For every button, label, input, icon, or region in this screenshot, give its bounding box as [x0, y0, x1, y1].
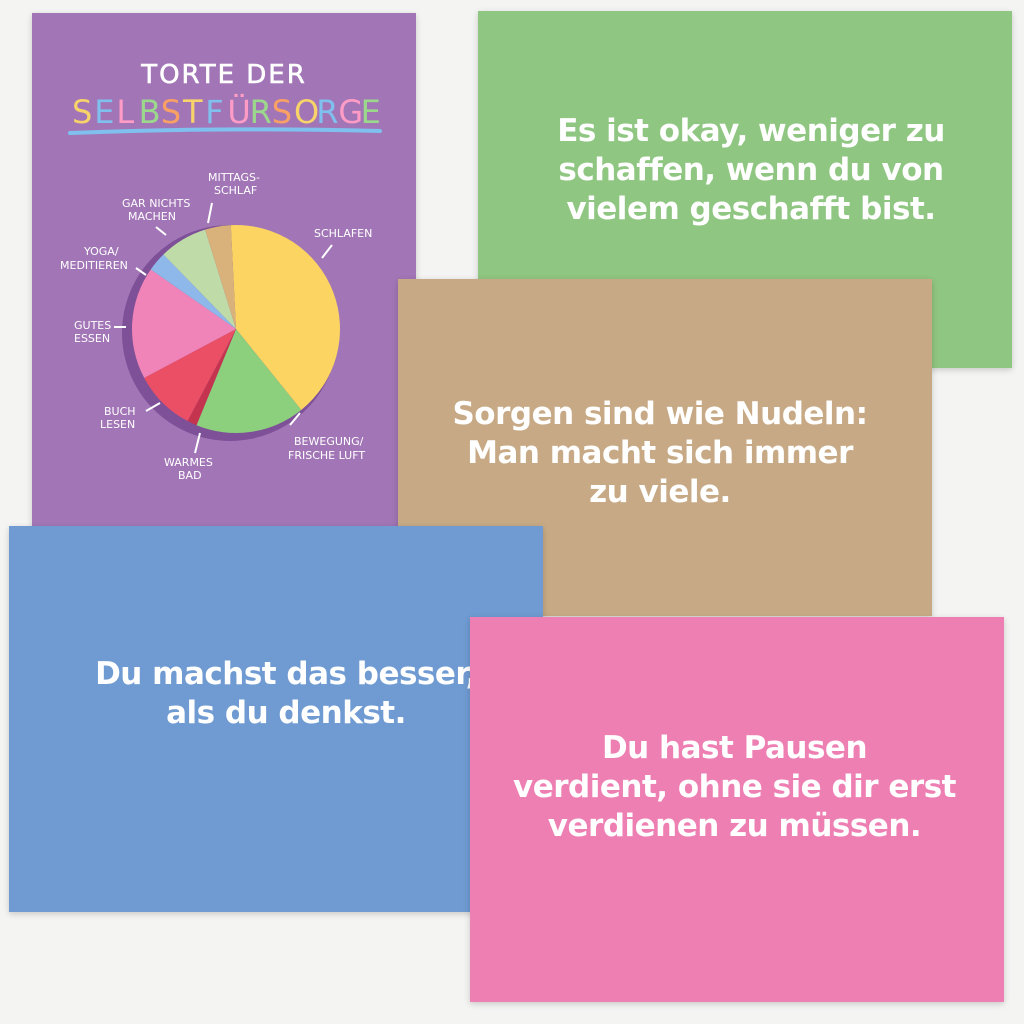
title-letter: S: [161, 93, 181, 131]
pie-leader-lines: [114, 202, 333, 454]
pie-illustration: TORTE DER S E L B S T F ÜR S OR GE MITTAGS- SCHLAF…: [32, 13, 416, 533]
title-letter: E: [94, 93, 114, 131]
title-letter: R: [250, 93, 272, 131]
quote-card-blue: Du machst das besser, als du denkst.: [9, 526, 543, 912]
poster-title-line1: TORTE DER: [140, 60, 307, 90]
pie-slice: [230, 225, 340, 410]
quote-text-brown: Sorgen sind wie Nudeln: Man macht sich i…: [452, 396, 868, 510]
pie-slice: [196, 329, 302, 433]
title-underline: [68, 127, 382, 135]
title-letter: E: [361, 93, 381, 131]
quote-text-pink: Du hast Pausen verdient, ohne sie dir er…: [513, 730, 956, 844]
title-letter: Ü: [227, 93, 250, 131]
quote-text-blue: Du machst das besser, als du denkst.: [95, 656, 477, 731]
title-letter: B: [139, 93, 161, 131]
pie-slice: [187, 329, 236, 426]
pie-slice: [150, 254, 236, 329]
poster-title-line2: S E L B S T F ÜR S OR GE: [72, 93, 381, 131]
label-buch-1: BUCH: [104, 405, 136, 418]
pie-slice: [205, 225, 236, 329]
label-mittagsschlaf-2: SCHLAF: [214, 184, 257, 197]
pie-slice: [163, 229, 236, 329]
label-garnichts-2: MACHEN: [128, 210, 176, 223]
label-yoga-2: MEDITIEREN: [60, 259, 128, 272]
label-bewegung-1: BEWEGUNG/: [294, 435, 364, 448]
title-letter: L: [116, 93, 134, 131]
label-gutes-1: GUTES: [74, 319, 111, 332]
label-mittagsschlaf-1: MITTAGS-: [208, 171, 260, 184]
title-letter: O: [294, 93, 319, 131]
pie-chart: [132, 225, 340, 433]
label-garnichts-1: GAR NICHTS: [122, 197, 190, 210]
quote-card-brown: Sorgen sind wie Nudeln: Man macht sich i…: [398, 279, 932, 616]
title-letter: R: [316, 93, 338, 131]
label-warmes-1: WARMES: [164, 456, 213, 469]
label-warmes-2: BAD: [178, 469, 202, 482]
title-letter: T: [182, 93, 203, 131]
title-letter: F: [205, 93, 223, 131]
pie-slice: [144, 329, 236, 422]
title-letter: S: [72, 93, 92, 131]
label-buch-2: LESEN: [100, 418, 135, 431]
label-schlafen: SCHLAFEN: [314, 227, 372, 240]
title-letter: G: [338, 93, 363, 131]
label-yoga-1: YOGA/: [83, 245, 119, 258]
pie-slice: [132, 269, 236, 378]
label-gutes-2: ESSEN: [74, 332, 110, 345]
label-bewegung-2: FRISCHE LUFT: [288, 449, 365, 462]
title-letter: S: [272, 93, 292, 131]
quote-card-pink: Du hast Pausen verdient, ohne sie dir er…: [470, 617, 1004, 1002]
quote-text-green: Es ist okay, weniger zu schaffen, wenn d…: [557, 113, 945, 227]
pie-labels: MITTAGS- SCHLAF GAR NICHTS MACHEN YOGA/ …: [60, 171, 372, 482]
